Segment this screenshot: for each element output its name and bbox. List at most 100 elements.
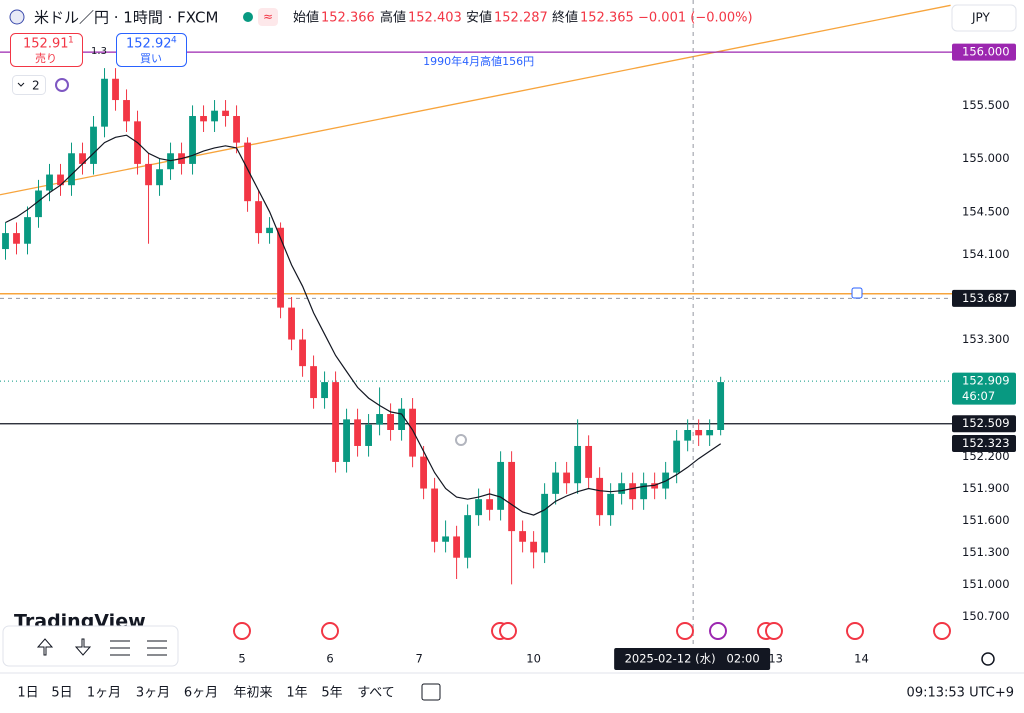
event-flag[interactable] bbox=[846, 622, 864, 640]
drawing-toolbar bbox=[2, 625, 179, 667]
moving-average bbox=[5, 134, 722, 516]
buy-button[interactable] bbox=[116, 33, 187, 67]
sell-label[interactable]: 売り bbox=[35, 52, 57, 65]
symbol[interactable]: 米ドル／円 · 1時間 · FXCM bbox=[34, 9, 218, 27]
arrow-down-tool[interactable] bbox=[74, 638, 92, 656]
ohlc-label: 高値 bbox=[380, 10, 406, 26]
arrow-up-tool[interactable] bbox=[36, 638, 54, 656]
clock: 09:13:53 UTC+9 bbox=[907, 686, 1014, 701]
candle-body bbox=[640, 483, 648, 500]
buy-label[interactable]: 買い bbox=[140, 52, 162, 65]
y-tick-label: 151.900 bbox=[962, 481, 1010, 495]
event-flag[interactable] bbox=[933, 622, 951, 640]
indicators-toggle[interactable] bbox=[12, 75, 46, 95]
x-tick-label: 10 bbox=[526, 652, 541, 666]
price-label: 152.909 bbox=[962, 374, 1010, 388]
status-dot bbox=[243, 12, 253, 22]
price-label-box bbox=[952, 289, 1016, 307]
candle-body bbox=[596, 477, 604, 516]
symbol-icon bbox=[9, 9, 25, 25]
ohlc-legend: 始値 152.366 高値 152.403 安値 152.287 終値 152.365 −0.0… bbox=[293, 10, 753, 26]
countdown: 46:07 bbox=[962, 389, 995, 403]
lines-tool[interactable] bbox=[110, 640, 130, 656]
event-flag[interactable] bbox=[321, 622, 339, 640]
sell-pip[interactable]: 1 bbox=[68, 36, 74, 46]
y-tick-label: 155.000 bbox=[962, 151, 1010, 165]
x-tick-label: 14 bbox=[854, 652, 869, 666]
sell-price[interactable]: 152.91 bbox=[23, 37, 69, 52]
candle-body bbox=[211, 110, 218, 122]
range-button[interactable]: 1日 bbox=[17, 686, 38, 701]
candle-body bbox=[310, 366, 317, 399]
candle-body bbox=[24, 217, 31, 244]
price-label-box bbox=[952, 415, 1016, 433]
x-tick-label: 6 bbox=[326, 652, 333, 666]
date-range-icon[interactable] bbox=[421, 683, 441, 701]
ohlc-value: 152.365 bbox=[580, 11, 634, 26]
crosshair-time: 2025-02-12 (水) 02:00 bbox=[625, 652, 760, 666]
candle-body bbox=[255, 201, 262, 234]
x-tick-label: 7 bbox=[416, 652, 423, 666]
candle-body bbox=[607, 493, 615, 516]
range-button[interactable]: すべて bbox=[357, 686, 395, 701]
sell-button[interactable] bbox=[10, 33, 83, 67]
price-label: 156.000 bbox=[962, 45, 1010, 59]
candle-body bbox=[464, 515, 472, 558]
candle-body bbox=[629, 483, 637, 500]
event-flag[interactable] bbox=[499, 622, 517, 640]
ohlc-label: 始値 bbox=[293, 10, 319, 26]
candle-body bbox=[46, 174, 53, 191]
candle-body bbox=[530, 541, 538, 553]
range-button[interactable]: 1年 bbox=[286, 686, 307, 701]
range-button[interactable]: 5日 bbox=[51, 686, 72, 701]
candle-body bbox=[244, 142, 251, 202]
candle-body bbox=[497, 461, 505, 510]
candle-body bbox=[365, 424, 372, 446]
candle-body bbox=[684, 430, 692, 441]
candle-body bbox=[717, 382, 725, 430]
price-label-box bbox=[952, 372, 1016, 405]
ohlc-value: 152.366 bbox=[321, 11, 375, 26]
candle-body bbox=[563, 472, 571, 484]
candle-body bbox=[277, 227, 284, 308]
event-flag[interactable] bbox=[233, 622, 251, 640]
range-button[interactable]: 年初来 bbox=[233, 686, 272, 701]
range-button[interactable]: 6ヶ月 bbox=[184, 686, 218, 701]
refresh-icon[interactable] bbox=[55, 78, 69, 92]
spread: 1.3 bbox=[91, 46, 107, 57]
candle-body bbox=[299, 339, 306, 367]
candle-body bbox=[90, 126, 97, 164]
event-flag[interactable] bbox=[765, 622, 783, 640]
buy-price[interactable]: 152.92 bbox=[126, 37, 172, 52]
levels-tool[interactable] bbox=[147, 640, 167, 656]
range-button[interactable]: 5年 bbox=[321, 686, 342, 701]
candle-body bbox=[574, 445, 582, 484]
x-tick-label: 5 bbox=[238, 652, 245, 666]
delay-icon: ≈ bbox=[263, 10, 273, 24]
alarm-icon[interactable] bbox=[455, 434, 467, 446]
candle-body bbox=[189, 116, 196, 164]
x-tick-label: 13 bbox=[768, 652, 783, 666]
currency-box[interactable] bbox=[951, 4, 1017, 32]
candle-body bbox=[68, 153, 75, 186]
crosshair-time-box bbox=[614, 648, 771, 670]
candle-body bbox=[343, 419, 350, 462]
settings-icon[interactable] bbox=[981, 652, 995, 666]
range-button[interactable]: 1ヶ月 bbox=[87, 686, 121, 701]
candle-body bbox=[453, 536, 461, 558]
price-label: 152.509 bbox=[962, 416, 1010, 430]
candle-body bbox=[222, 110, 229, 117]
plot: 155.500 155.000 154.500 154.100 153.300 152.2… bbox=[0, 0, 1016, 670]
candle-body bbox=[200, 116, 207, 122]
candle-body bbox=[156, 169, 163, 186]
annotation: 1990年4月高値156円 bbox=[423, 54, 534, 68]
candle-body bbox=[706, 430, 714, 436]
event-lightning[interactable] bbox=[709, 622, 727, 640]
currency[interactable]: JPY bbox=[971, 11, 991, 25]
range-button[interactable]: 3ヶ月 bbox=[136, 686, 170, 701]
buy-pip[interactable]: 4 bbox=[171, 36, 177, 46]
drawing-handle[interactable] bbox=[851, 287, 863, 299]
indicators-count[interactable]: 2 bbox=[32, 79, 40, 93]
event-flag[interactable] bbox=[676, 622, 694, 640]
